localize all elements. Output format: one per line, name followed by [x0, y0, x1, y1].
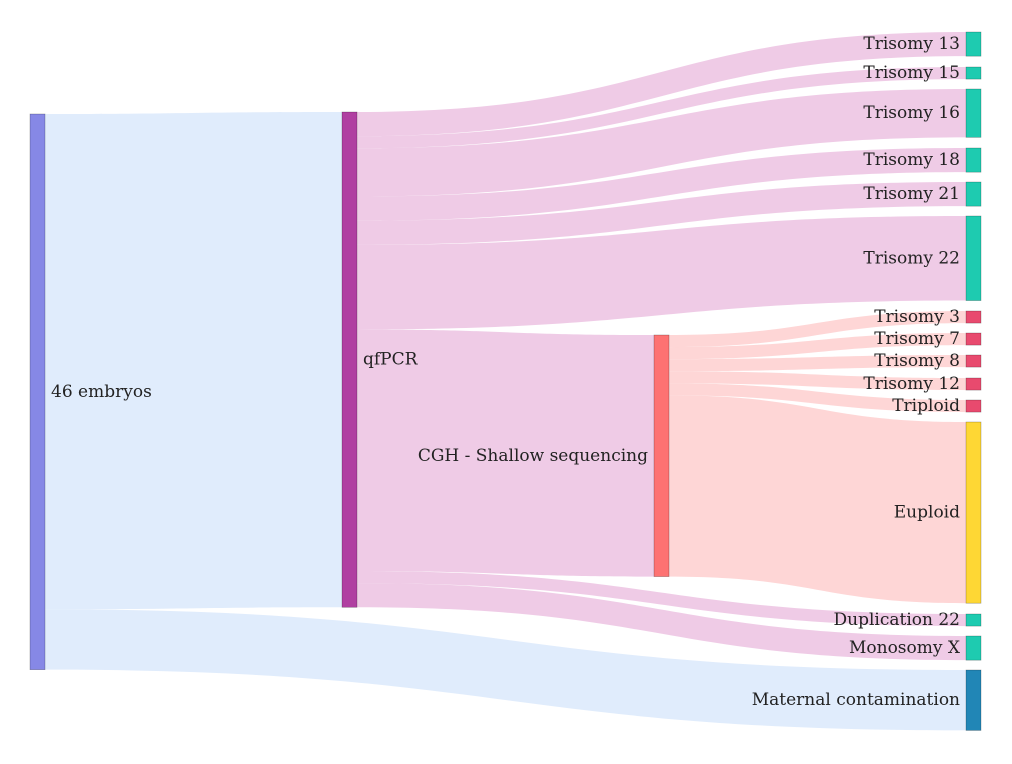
node-bar-t16	[965, 88, 982, 138]
link-cgh-to-t7	[669, 333, 966, 360]
node-bar-t8	[965, 354, 982, 368]
node-bar-monox	[965, 635, 982, 661]
node-t8: Trisomy 8	[874, 351, 982, 371]
node-t7: Trisomy 7	[874, 329, 982, 349]
node-label-t16: Trisomy 16	[863, 103, 960, 123]
link-cgh-to-t8	[669, 355, 966, 372]
node-t21: Trisomy 21	[863, 181, 982, 207]
node-cgh: CGH - Shallow sequencing	[418, 334, 670, 577]
link-qfpcr-to-t21	[357, 182, 966, 245]
link-qfpcr-to-monox	[357, 583, 966, 661]
node-label-t15: Trisomy 15	[863, 63, 960, 83]
node-bar-t13	[965, 31, 982, 57]
node-t3: Trisomy 3	[874, 307, 982, 327]
link-qfpcr-to-t22	[357, 216, 966, 330]
node-label-t3: Trisomy 3	[874, 307, 960, 327]
node-label-t13: Trisomy 13	[863, 34, 960, 54]
sankey-links	[45, 32, 966, 731]
node-bar-t12	[965, 377, 982, 391]
node-monox: Monosomy X	[849, 635, 982, 661]
node-label-qfpcr: qfPCR	[363, 350, 419, 370]
node-bar-dup22	[965, 613, 982, 627]
link-qfpcr-to-dup22	[357, 571, 966, 627]
node-qfpcr: qfPCR	[341, 111, 419, 608]
link-cgh-to-triploid	[669, 383, 966, 413]
link-qfpcr-to-t15	[357, 67, 966, 149]
node-bar-t18	[965, 147, 982, 173]
node-label-t7: Trisomy 7	[874, 329, 960, 349]
node-bar-t3	[965, 310, 982, 324]
node-bar-triploid	[965, 399, 982, 413]
node-bar-cgh	[653, 334, 670, 577]
node-label-maternal: Maternal contamination	[752, 690, 960, 710]
node-label-embryos: 46 embryos	[51, 382, 152, 402]
node-label-euploid: Euploid	[894, 503, 960, 523]
node-euploid: Euploid	[894, 421, 982, 604]
node-t13: Trisomy 13	[863, 31, 982, 57]
node-t22: Trisomy 22	[863, 215, 982, 301]
node-bar-t22	[965, 215, 982, 301]
link-qfpcr-to-t16	[357, 89, 966, 197]
node-embryos: 46 embryos	[29, 113, 152, 670]
node-bar-maternal	[965, 669, 982, 731]
link-qfpcr-to-t18	[357, 148, 966, 221]
node-label-t21: Trisomy 21	[863, 184, 960, 204]
node-label-t8: Trisomy 8	[874, 351, 960, 371]
node-label-t22: Trisomy 22	[863, 248, 960, 268]
node-bar-euploid	[965, 421, 982, 604]
node-bar-t15	[965, 66, 982, 80]
node-bar-embryos	[29, 113, 46, 670]
link-cgh-to-euploid	[669, 395, 966, 604]
node-t15: Trisomy 15	[863, 63, 982, 83]
node-label-cgh: CGH - Shallow sequencing	[418, 446, 648, 466]
node-label-t12: Trisomy 12	[863, 374, 960, 394]
sankey-nodes: 46 embryos qfPCR CGH - Shallow sequencing T…	[29, 31, 982, 731]
node-maternal: Maternal contamination	[752, 669, 982, 731]
node-dup22: Duplication 22	[834, 610, 982, 630]
node-label-monox: Monosomy X	[849, 638, 961, 658]
node-label-triploid: Triploid	[892, 396, 960, 416]
node-bar-qfpcr	[341, 111, 358, 608]
node-label-t18: Trisomy 18	[863, 150, 960, 170]
node-t16: Trisomy 16	[863, 88, 982, 138]
node-bar-t21	[965, 181, 982, 207]
link-cgh-to-t3	[669, 311, 966, 348]
node-bar-t7	[965, 332, 982, 346]
link-embryos-to-maternal	[45, 609, 966, 731]
link-embryos-to-qfpcr	[45, 112, 342, 610]
link-qfpcr-to-cgh	[357, 329, 654, 577]
node-triploid: Triploid	[892, 396, 982, 416]
link-qfpcr-to-t13	[357, 32, 966, 137]
node-label-dup22: Duplication 22	[834, 610, 960, 630]
node-t12: Trisomy 12	[863, 374, 982, 394]
link-cgh-to-t12	[669, 371, 966, 391]
node-t18: Trisomy 18	[863, 147, 982, 173]
